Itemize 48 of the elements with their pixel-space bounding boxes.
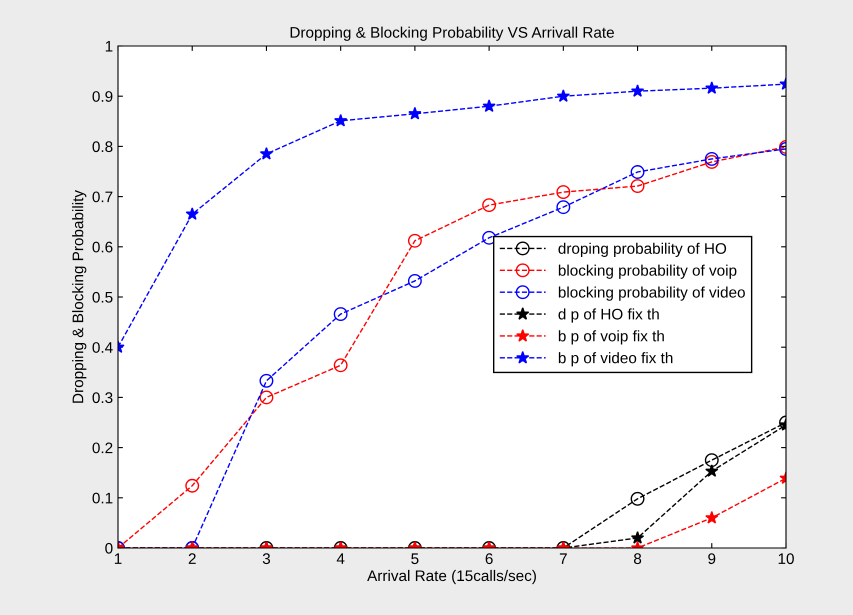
- x-tick-label: 1: [114, 553, 122, 564]
- point: [260, 146, 274, 160]
- point: [704, 152, 719, 166]
- legend-label: b p of voip fix th: [558, 330, 664, 344]
- legend-label: b p of video fix th: [558, 352, 672, 366]
- point: [186, 207, 199, 220]
- point: [408, 106, 422, 120]
- point: [408, 274, 422, 288]
- y-tick-label: 0: [105, 542, 113, 554]
- legend-label: droping probability of HO: [558, 242, 726, 257]
- point: [482, 230, 496, 245]
- x-tick-label: 9: [708, 553, 716, 564]
- point: [556, 200, 570, 214]
- point: [408, 234, 422, 248]
- point: [630, 179, 644, 194]
- y-tick-label: 0.4: [92, 342, 113, 353]
- x-tick-label: 6: [486, 553, 493, 564]
- x-tick-label: 3: [262, 553, 270, 564]
- legend-label: blocking probability of voip: [558, 264, 736, 279]
- point: [704, 155, 719, 169]
- y-tick-label: 0.7: [92, 191, 112, 202]
- y-tick-label: 0.9: [92, 91, 112, 102]
- chart-title: Dropping & Blocking Probability VS Arrivall Rate: [290, 26, 614, 41]
- legend-label: d p of HO fix th: [558, 308, 659, 323]
- y-axis-title: Dropping & Blocking Probability: [72, 190, 86, 403]
- y-tick-label: 0.8: [92, 141, 112, 152]
- legend-label: blocking probability of video: [558, 286, 745, 301]
- x-axis-title: Arrival Rate (15calls/sec): [367, 570, 536, 584]
- y-tick-label: 0.3: [92, 392, 112, 404]
- y-tick-label: 0.6: [92, 242, 112, 252]
- point: [630, 84, 644, 97]
- point: [334, 114, 348, 127]
- point: [482, 99, 496, 112]
- y-tick-label: 1: [106, 41, 112, 52]
- x-tick-label: 7: [560, 553, 567, 564]
- point: [556, 185, 570, 200]
- x-tick-label: 5: [411, 553, 418, 564]
- x-tick-label: 4: [336, 553, 344, 564]
- x-tick-label: 8: [634, 553, 642, 564]
- point: [630, 165, 644, 179]
- y-tick-label: 0.5: [92, 292, 112, 303]
- y-tick-label: 0.1: [92, 492, 112, 504]
- x-tick-label: 2: [188, 553, 196, 564]
- point: [556, 89, 570, 102]
- y-tick-label: 0.2: [92, 442, 112, 454]
- x-tick-label: 10: [778, 553, 794, 564]
- point: [705, 81, 718, 94]
- point: [482, 198, 496, 212]
